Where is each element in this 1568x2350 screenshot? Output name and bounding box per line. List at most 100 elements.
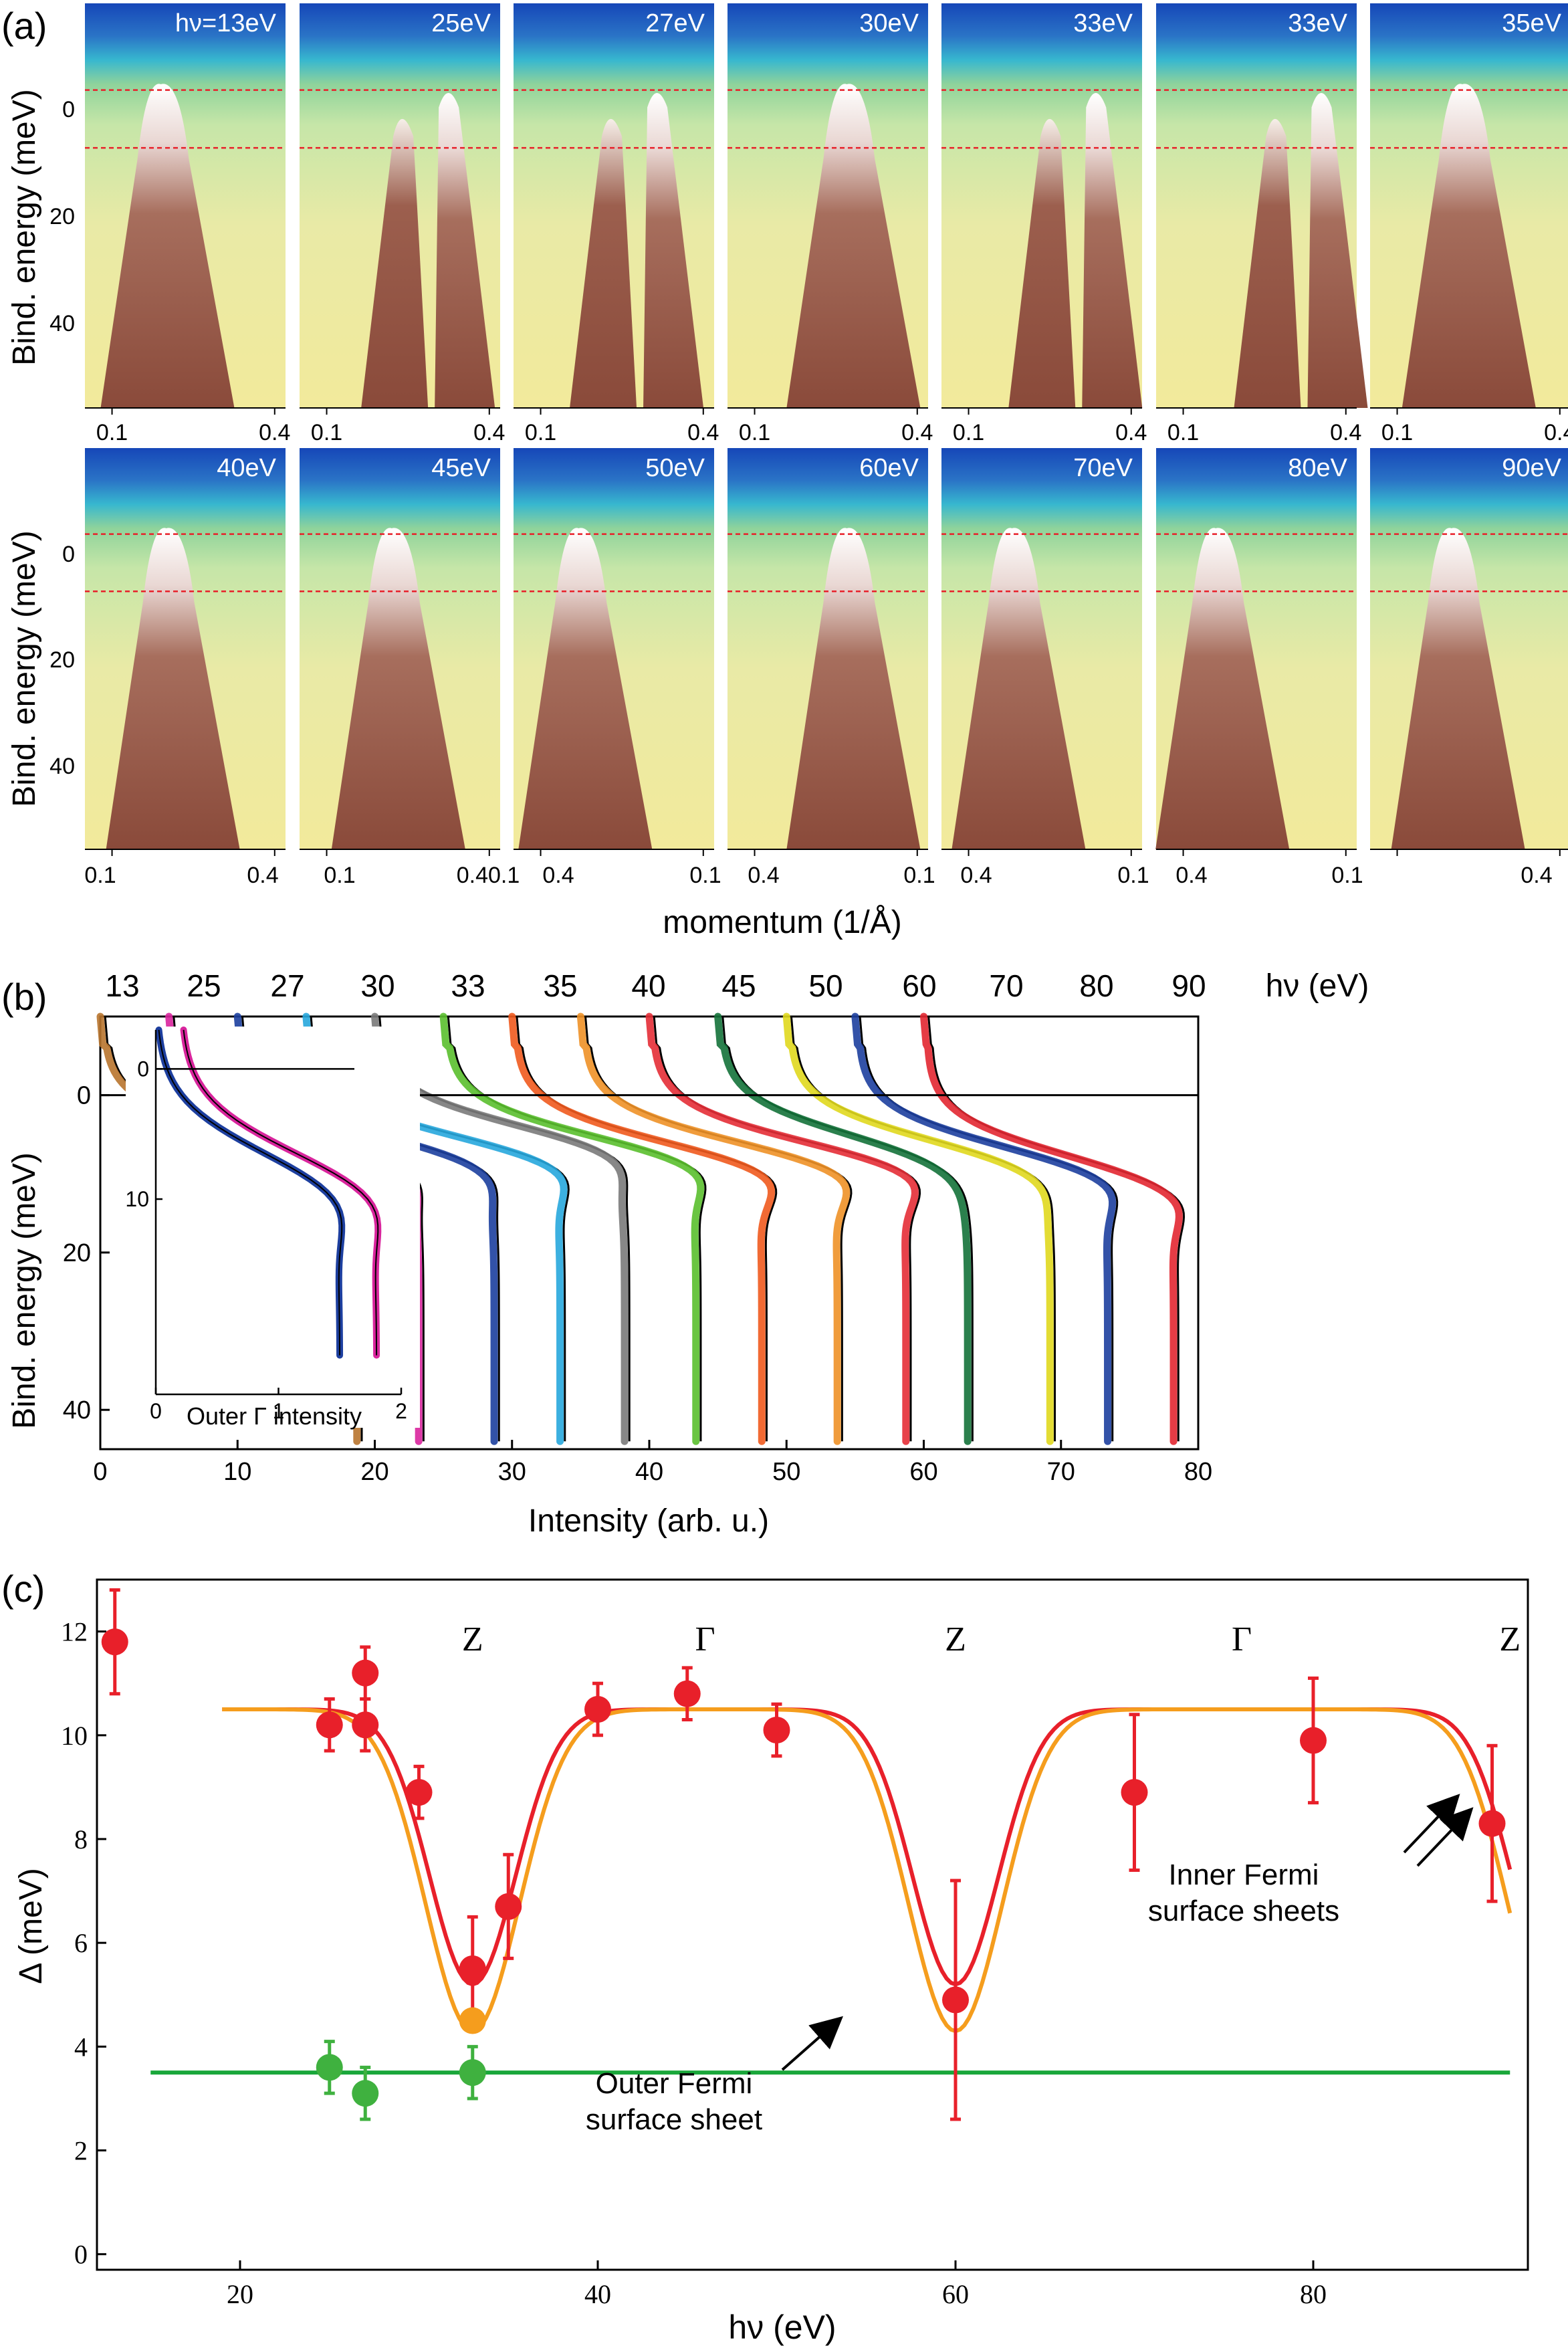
inset-fit-line — [183, 1029, 379, 1356]
hv-label-45: 45 — [721, 968, 756, 1003]
map-tick-label: 0.1 — [84, 863, 116, 888]
hv-label-80: 80 — [1079, 968, 1113, 1003]
arpes-map: 80eV — [1155, 448, 1357, 856]
hv-label: 70eV — [1073, 454, 1133, 482]
symmetry-label: Γ — [695, 1620, 715, 1659]
panel-b-xlabel: Intensity (arb. u.) — [528, 1503, 769, 1539]
panel-c-fits — [150, 1707, 1513, 2075]
data-point — [352, 1711, 379, 1739]
arpes-map: 60eV — [727, 448, 928, 856]
y-tick-label: 40 — [63, 1396, 91, 1424]
map-tick-label: 0.40.1 — [457, 863, 520, 888]
edc-fit-line — [927, 1016, 1186, 1442]
panel-a-ytick: 40 — [49, 311, 75, 336]
arpes-map: 70eV — [941, 448, 1142, 856]
data-point — [459, 1955, 486, 1982]
data-point — [1300, 1727, 1327, 1754]
y-tick-label: 0 — [77, 1082, 91, 1110]
panel-b-letter: (b) — [1, 976, 47, 1018]
hv-label-40: 40 — [631, 968, 665, 1003]
x-tick-label: 60 — [942, 2279, 969, 2309]
hv-label: 60eV — [859, 454, 919, 482]
y-tick-label: 8 — [74, 1824, 88, 1854]
hv-label: 35eV — [1502, 9, 1561, 37]
map-tick-label: 0.1 — [903, 863, 935, 888]
map-tick-label: 0.1 — [1381, 420, 1413, 445]
hv-label: 33eV — [1288, 9, 1347, 37]
panel-c-letter: (c) — [1, 1568, 45, 1610]
data-point — [459, 2059, 486, 2087]
edc-curve-40 — [508, 1012, 776, 1445]
band — [1155, 528, 1290, 849]
inner-annotation-line1: Inner Fermi — [1169, 1858, 1319, 1891]
arpes-map: 45eV — [300, 448, 500, 856]
x-tick-label: 70 — [1047, 1458, 1075, 1486]
hv-label-70: 70 — [989, 968, 1023, 1003]
band-branch — [361, 118, 429, 408]
inset-y-tick-label: 10 — [125, 1187, 149, 1211]
arpes-map: 30eV 0.1 0.4 — [727, 3, 933, 445]
band-branch — [1008, 118, 1076, 408]
inner-arrow-1 — [1403, 1794, 1460, 1854]
arpes-map: 90eV — [1370, 448, 1568, 856]
band-branch — [1307, 92, 1368, 408]
y-tick-label: 4 — [74, 2032, 88, 2062]
data-point — [1121, 1779, 1148, 1806]
map-tick-label: 0.1 — [1167, 420, 1199, 445]
map-tick-label: 0.1 — [525, 420, 556, 445]
inset-xlabel: Outer Γ intensity — [187, 1402, 362, 1430]
y-tick-label: 2 — [74, 2136, 88, 2166]
band — [786, 528, 921, 849]
data-point — [584, 1695, 611, 1723]
arpes-map: 33eV 0.1 0.4 — [1156, 3, 1368, 445]
map-tick-label: 0.4 — [1521, 863, 1552, 888]
hv-label: 33eV — [1073, 9, 1133, 37]
hv-label-50: 50 — [808, 968, 843, 1003]
x-tick-label: 80 — [1300, 2279, 1327, 2309]
map-tick-label: 0.4 — [473, 420, 505, 445]
arpes-map: 27eV 0.1 0.4 — [514, 3, 719, 445]
panel-c-annotations: Inner Fermi surface sheets Outer Fermi s… — [586, 1794, 1474, 2136]
panel-b-ylabel: Bind. energy (meV) — [7, 1152, 42, 1429]
data-point — [405, 1779, 433, 1806]
map-tick-label: 0.1 — [1117, 863, 1149, 888]
map-tick-label: 0.1 — [953, 420, 984, 445]
y-tick-label: 20 — [63, 1239, 91, 1267]
panel-a-ylabel-row2: Bind. energy (meV) — [7, 530, 42, 807]
inset-y-tick-label: 0 — [137, 1057, 149, 1081]
band — [1402, 84, 1536, 409]
inset-axes: 0 1 2 0 10 — [125, 1030, 407, 1423]
panel-c-points — [101, 1588, 1506, 2121]
x-tick-label: 20 — [360, 1458, 388, 1486]
hv-label: 45eV — [431, 454, 491, 482]
hv-label: 80eV — [1288, 454, 1347, 482]
outer-arrow — [781, 2016, 843, 2071]
hv-label: 27eV — [645, 9, 705, 37]
band — [951, 528, 1086, 849]
inset-x-tick-label: 0 — [150, 1399, 162, 1423]
y-tick-label: 12 — [61, 1617, 88, 1647]
x-tick-label: 80 — [1184, 1458, 1212, 1486]
outer-annotation-line1: Outer Fermi — [596, 2067, 753, 2100]
band — [106, 528, 240, 849]
map-tick-label: 0.4 — [748, 863, 779, 888]
panel-b: (b) Bind. energy (meV) 13 25 27 30 33 35 40 45 5… — [1, 968, 1369, 1539]
data-point — [459, 2007, 486, 2034]
hv-label: 40eV — [217, 454, 276, 482]
map-tick-label: 0.4 — [960, 863, 992, 888]
hv-label: 90eV — [1502, 454, 1561, 482]
x-tick-label: 20 — [227, 2279, 253, 2309]
map-tick-label: 0.1 — [739, 420, 770, 445]
band — [518, 528, 653, 849]
map-tick-label: 0.1 — [311, 420, 342, 445]
hv-label-13: 13 — [105, 968, 139, 1003]
edc-fit-line — [790, 1016, 1056, 1442]
x-tick-label: 50 — [772, 1458, 800, 1486]
arpes-map: 40eV — [85, 448, 286, 856]
map-tick-label: 0.4 — [1330, 420, 1361, 445]
map-tick-label: 0.4 — [687, 420, 719, 445]
panel-a-xlabel: momentum (1/Å) — [663, 905, 901, 940]
hv-label-33: 33 — [451, 968, 485, 1003]
hv-label-30: 30 — [360, 968, 395, 1003]
